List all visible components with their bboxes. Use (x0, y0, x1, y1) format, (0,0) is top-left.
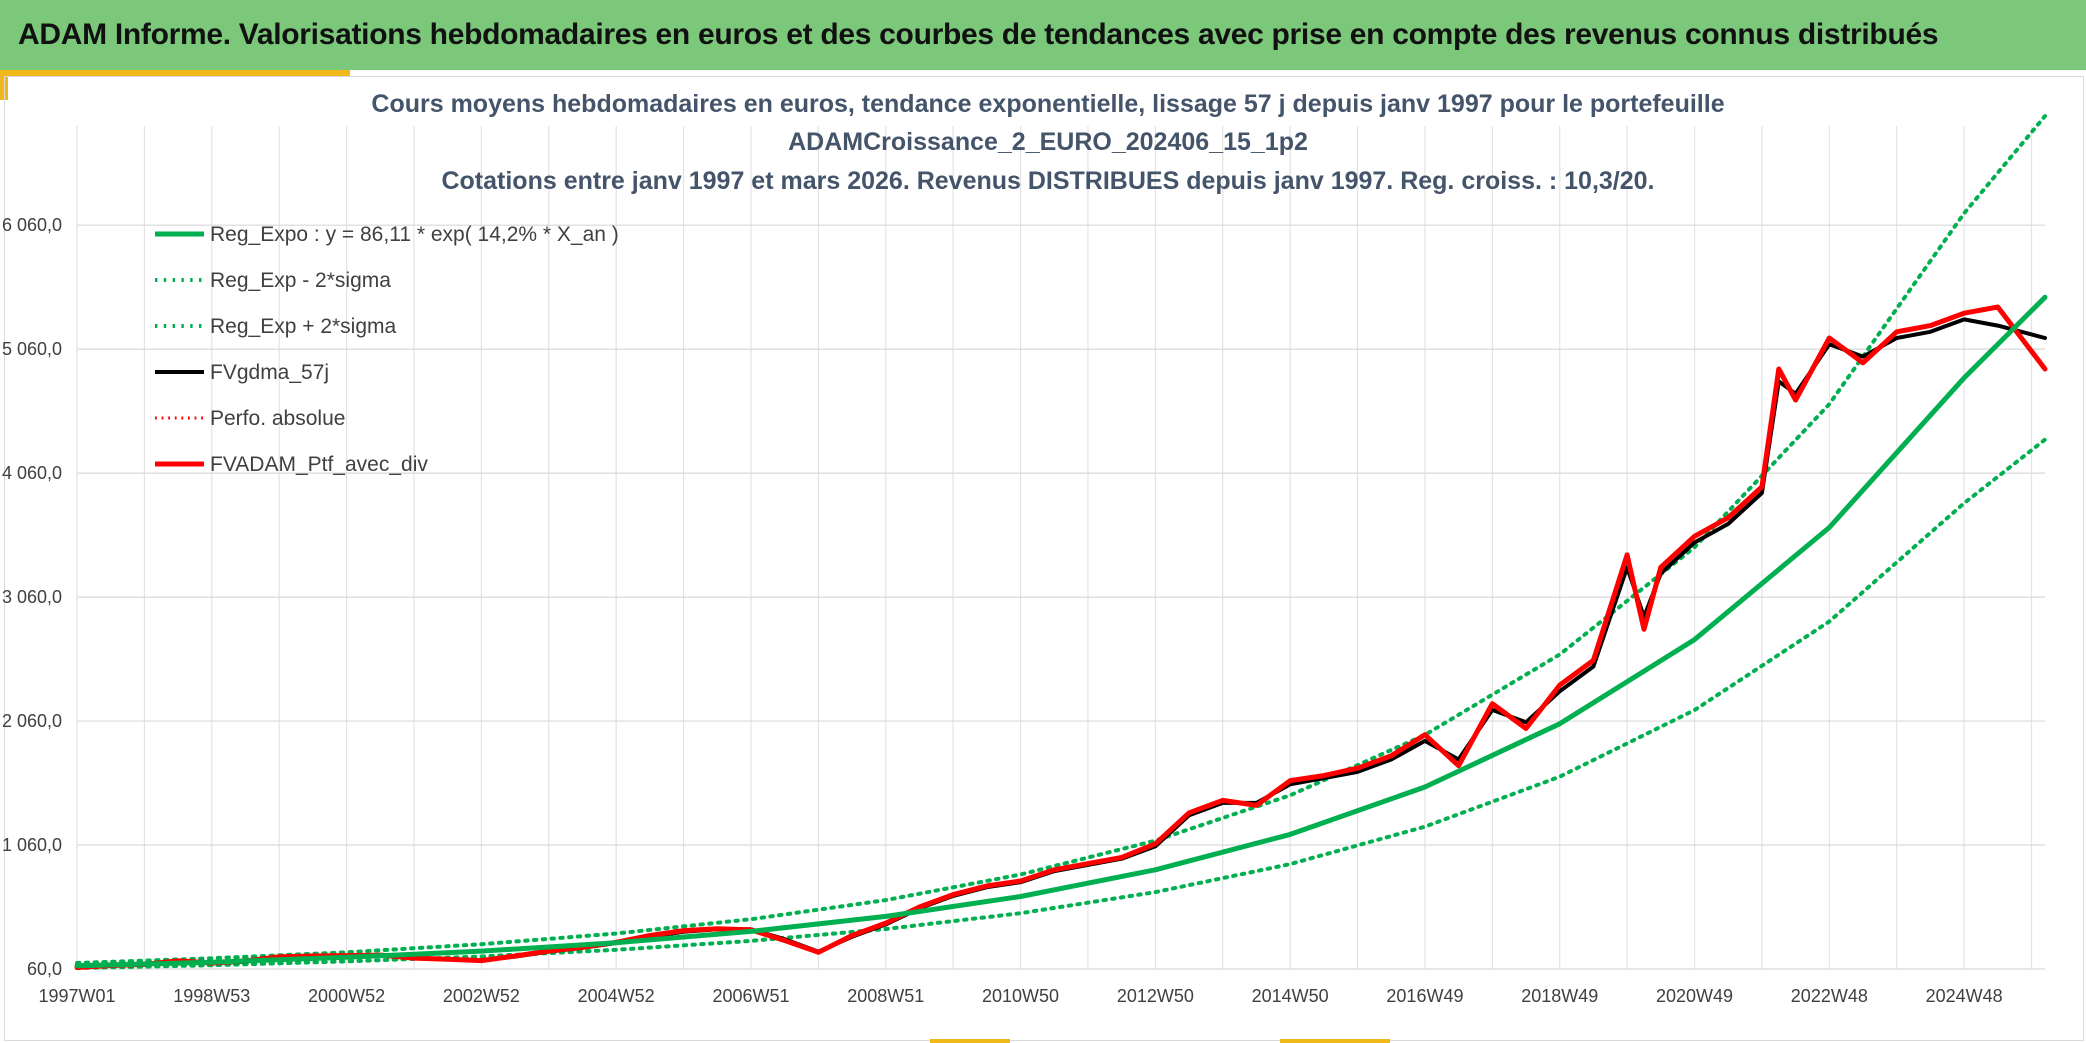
x-tick-label: 2018W49 (1521, 986, 1598, 1006)
x-axis: 1997W01 1998W53 2000W52 2002W52 2004W52 2006W… (38, 986, 2002, 1006)
chart-frame (4, 76, 2084, 1041)
y-tick-label: 3 060,0 (2, 587, 62, 607)
chart-title: Cours moyens hebdomadaires en euros, ten… (371, 90, 1724, 195)
header-banner: ADAM Informe. Valorisations hebdomadaire… (0, 0, 2086, 70)
y-tick-label: 2 060,0 (2, 711, 62, 731)
x-tick-label: 2016W49 (1386, 986, 1463, 1006)
chart-title-line: Cours moyens hebdomadaires en euros, ten… (371, 90, 1724, 118)
y-tick-label: 6 060,0 (2, 215, 62, 235)
bottom-accent-2 (1280, 1039, 1390, 1043)
legend-label: Reg_Exp + 2*sigma (210, 315, 397, 338)
x-tick-label: 2014W50 (1252, 986, 1329, 1006)
legend: Reg_Expo : y = 86,11 * exp( 14,2% * X_an… (155, 223, 619, 476)
accent-bar (0, 70, 350, 76)
y-axis: 60,0 1 060,0 2 060,0 3 060,0 4 060,0 5 060,0 6… (2, 215, 62, 979)
legend-label: Perfo. absolue (210, 407, 345, 430)
x-tick-label: 2006W51 (712, 986, 789, 1006)
y-tick-label: 5 060,0 (2, 339, 62, 359)
chart-title-line: Cotations entre janv 1997 et mars 2026. … (441, 167, 1654, 195)
x-tick-label: 1997W01 (38, 986, 115, 1006)
series-line (74, 294, 2048, 969)
legend-label: Reg_Exp - 2*sigma (210, 269, 391, 292)
chart-title-line: ADAMCroissance_2_EURO_202406_15_1p2 (788, 128, 1308, 156)
y-tick-label: 60,0 (27, 959, 62, 979)
banner-title: ADAM Informe. Valorisations hebdomadaire… (18, 18, 1939, 51)
grid (76, 126, 2045, 970)
series-group (74, 114, 2048, 970)
x-tick-label: 2020W49 (1656, 986, 1733, 1006)
x-tick-label: 2010W50 (982, 986, 1059, 1006)
x-tick-label: 2022W48 (1791, 986, 1868, 1006)
x-tick-label: 2000W52 (308, 986, 385, 1006)
y-tick-label: 4 060,0 (2, 463, 62, 483)
legend-label: FVgdma_57j (210, 361, 329, 384)
x-tick-label: 2024W48 (1926, 986, 2003, 1006)
series-line (74, 304, 2048, 970)
x-tick-label: 1998W53 (173, 986, 250, 1006)
legend-label: FVADAM_Ptf_avec_div (210, 453, 428, 476)
bottom-accent-1 (930, 1039, 1010, 1043)
x-tick-label: 2012W50 (1117, 986, 1194, 1006)
legend-label: Reg_Expo : y = 86,11 * exp( 14,2% * X_an… (210, 223, 619, 246)
y-tick-label: 1 060,0 (2, 835, 62, 855)
x-tick-label: 2008W51 (847, 986, 924, 1006)
x-tick-label: 2002W52 (443, 986, 520, 1006)
x-tick-label: 2004W52 (578, 986, 655, 1006)
